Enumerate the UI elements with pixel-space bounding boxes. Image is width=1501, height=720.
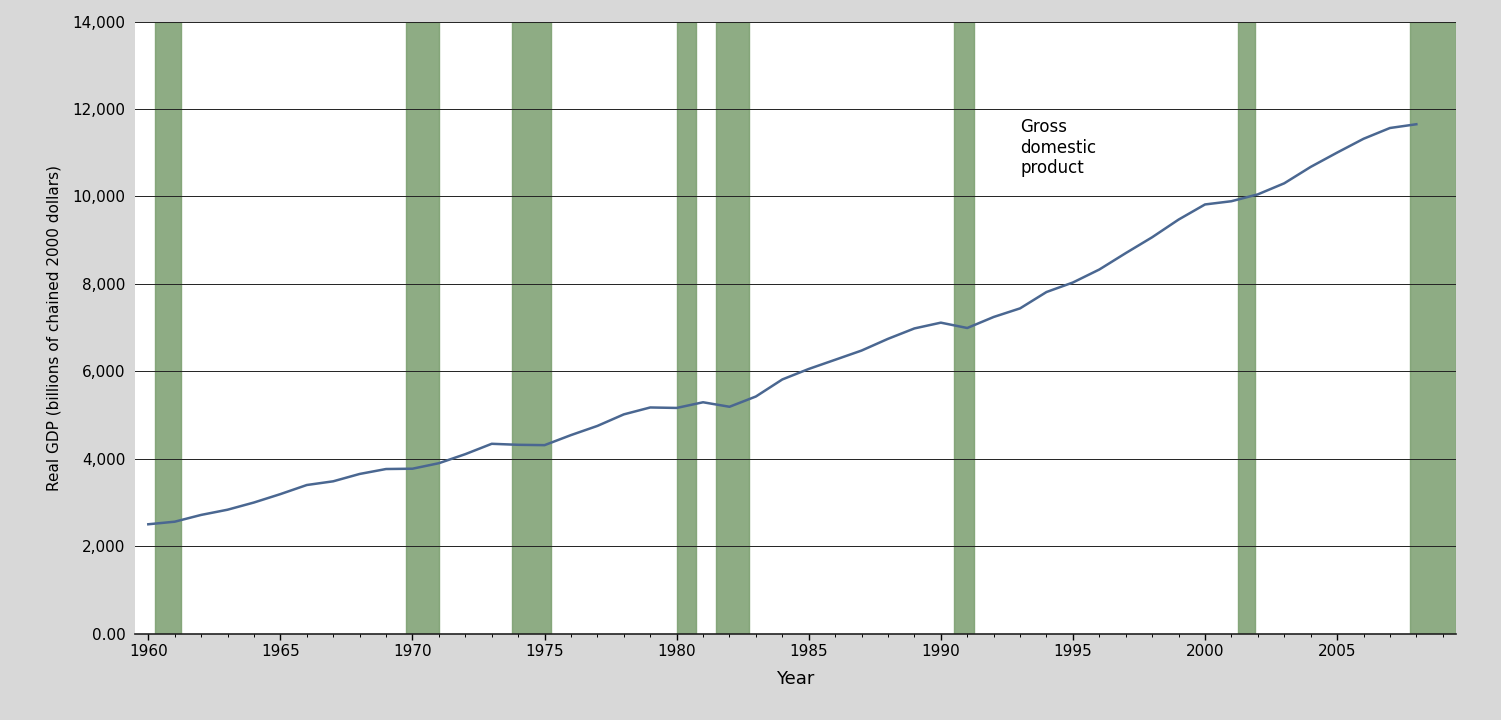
Bar	[405, 22, 438, 634]
Bar	[155, 22, 182, 634]
Bar	[955, 22, 974, 634]
Bar	[1238, 22, 1255, 634]
Y-axis label: Real GDP (billions of chained 2000 dollars): Real GDP (billions of chained 2000 dolla…	[47, 165, 62, 490]
Bar	[1409, 22, 1456, 634]
X-axis label: Year: Year	[776, 670, 815, 688]
Bar	[512, 22, 551, 634]
Bar	[677, 22, 696, 634]
Text: Gross
domestic
product: Gross domestic product	[1021, 118, 1096, 177]
Bar	[716, 22, 749, 634]
